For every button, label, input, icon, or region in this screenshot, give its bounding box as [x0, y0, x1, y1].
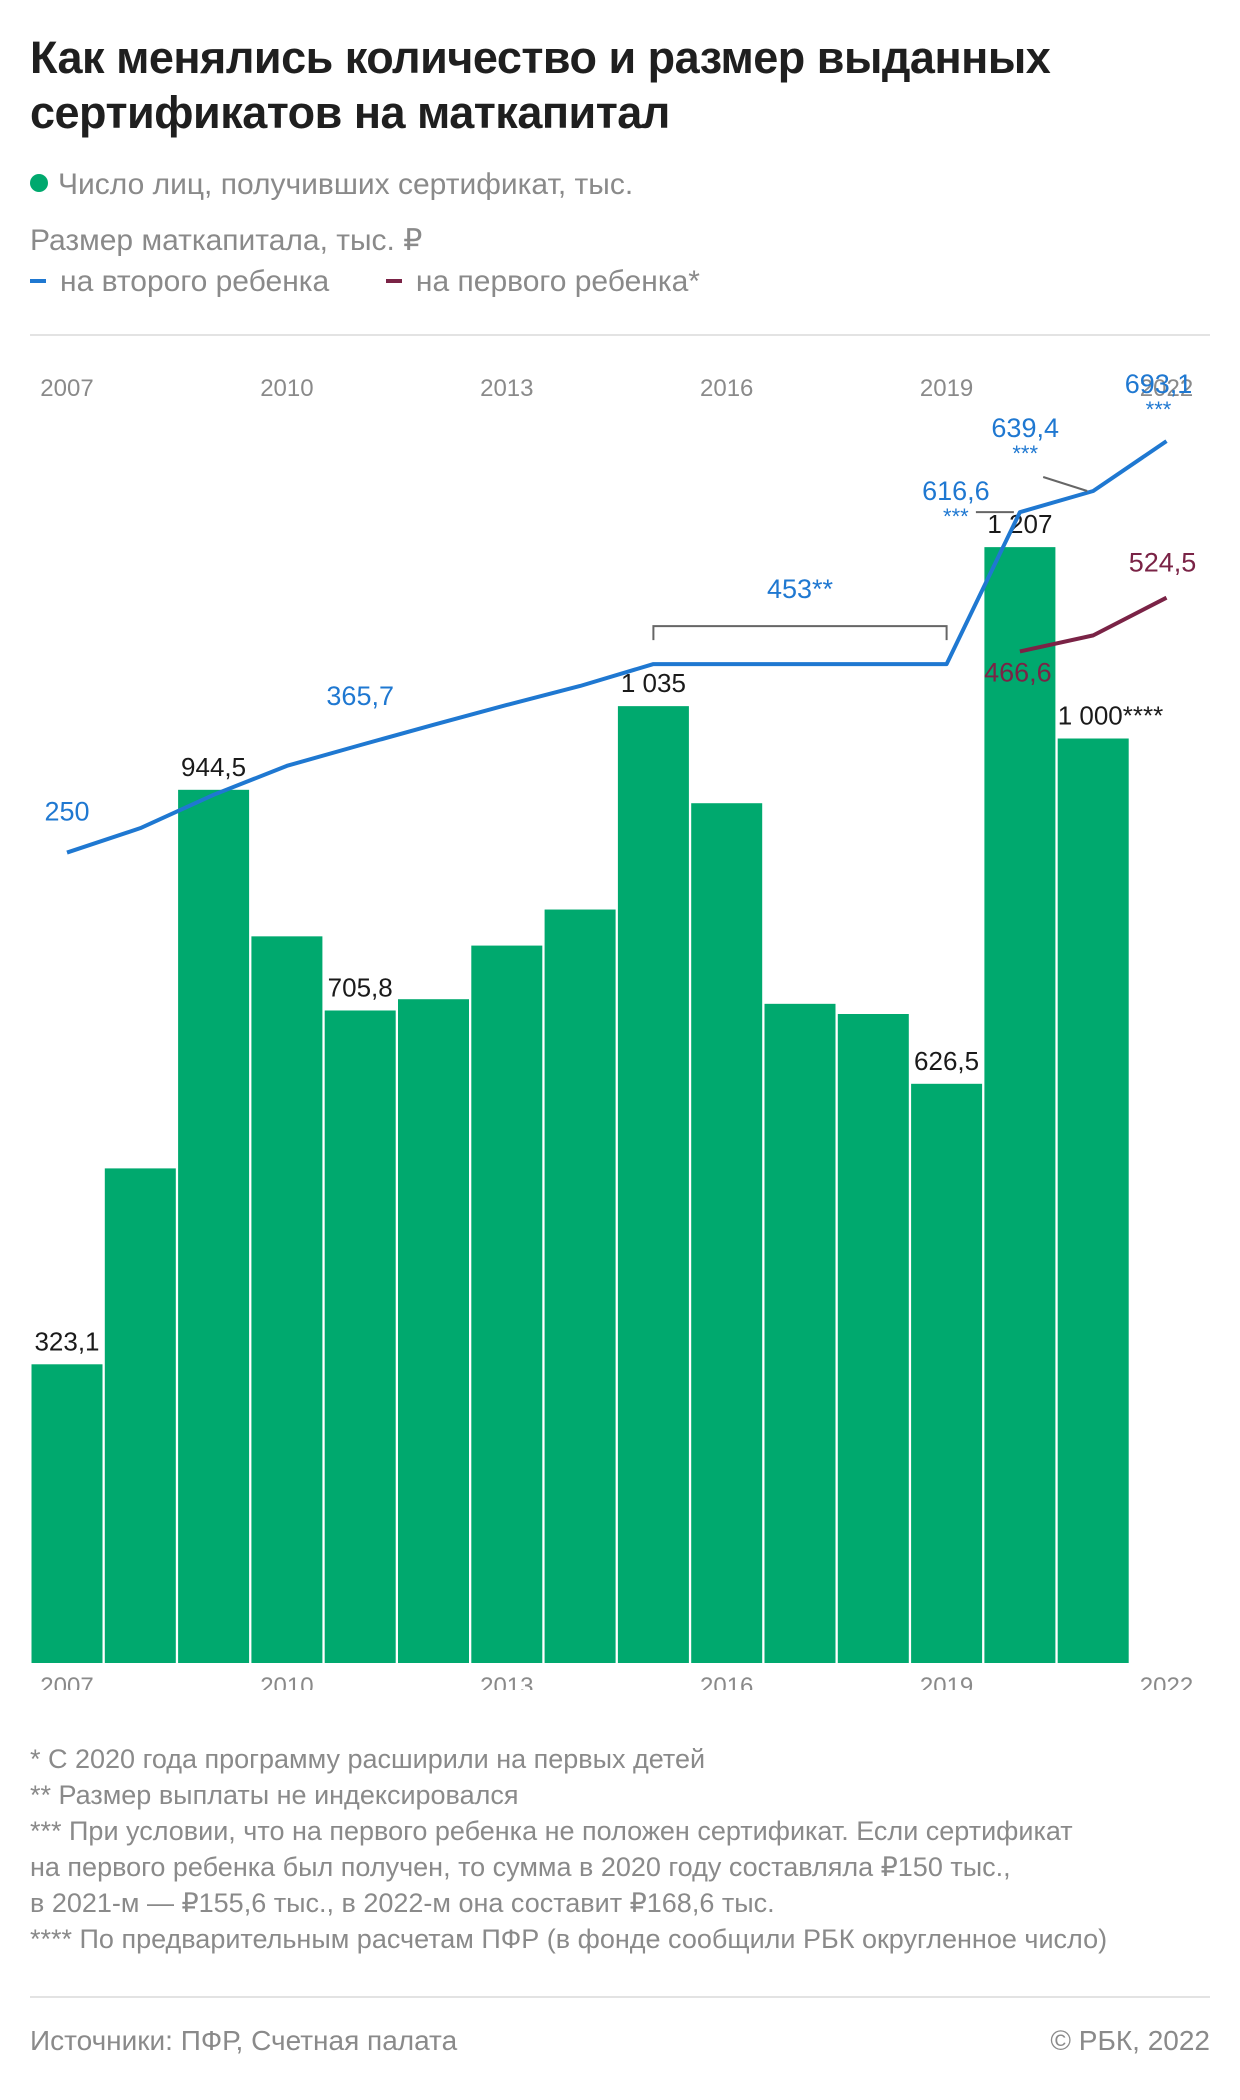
x-tick-label-top: 2022: [1140, 375, 1193, 402]
leader-line: [1042, 476, 1088, 492]
line-value-note: ***: [943, 504, 969, 529]
bar: [984, 547, 1056, 1664]
footnote: *** При условии, что на первого ребенка …: [30, 1816, 1073, 1846]
bar: [617, 706, 689, 1663]
line-value-label: 639,4: [991, 413, 1059, 443]
bar: [324, 1010, 396, 1663]
line-value-label: 466,6: [984, 657, 1052, 687]
legend-bars-label: Число лиц, получивших сертификат, тыс.: [58, 168, 634, 201]
copyright-text: © РБК, 2022: [1050, 2025, 1210, 2056]
line-first-child: [1019, 595, 1168, 654]
line-second-child: [66, 439, 1168, 855]
bar: [911, 1083, 983, 1663]
x-tick-label-bottom: 2019: [920, 1673, 973, 1690]
legend-bars-dot: [30, 174, 48, 192]
bar: [104, 1168, 176, 1663]
line-value-label: 250: [44, 797, 89, 827]
x-tick-label-top: 2013: [480, 375, 533, 402]
x-tick-label-bottom: 2007: [40, 1673, 93, 1690]
chart-area: 2007 2010 2013 2016 2019 2022 323,1 944,5 705,8…: [31, 369, 1196, 1690]
x-tick-label-top: 2019: [920, 375, 973, 402]
bar-value-label: 1 000****: [1058, 701, 1164, 731]
line-value-note: ***: [1012, 441, 1038, 466]
footnote: * С 2020 года программу расширили на пер…: [30, 1744, 706, 1774]
legend-second-child-label: на второго ребенка: [60, 265, 330, 298]
line-series: [66, 439, 1168, 855]
bar: [544, 909, 616, 1663]
bar-value-label: 626,5: [914, 1046, 979, 1076]
footnotes: * С 2020 года программу расширили на пер…: [30, 1741, 1210, 1957]
x-axis-top: 2007 2010 2013 2016 2019 2022: [40, 375, 1193, 402]
line-value-labels: 250365,7453**616,6***639,4***693,1***466…: [44, 369, 1196, 826]
x-tick-label-bottom: 2016: [700, 1673, 753, 1690]
flat-period-bracket: [652, 625, 948, 641]
line-value-note: ***: [1146, 397, 1172, 422]
bar: [31, 1364, 103, 1663]
bottom-divider: [30, 1996, 1210, 1998]
bar: [691, 803, 763, 1663]
bar: [471, 945, 543, 1663]
legend-second-child-swatch: [30, 279, 46, 283]
bar: [837, 1014, 909, 1663]
x-tick-label-top: 2016: [700, 375, 753, 402]
x-tick-label-bottom: 2010: [260, 1673, 313, 1690]
x-tick-label-top: 2010: [260, 375, 313, 402]
bar-value-label: 1 035: [621, 668, 686, 698]
footnote: ** Размер выплаты не индексировался: [30, 1780, 519, 1810]
x-tick-label-top: 2007: [40, 375, 93, 402]
legend-first-child-swatch: [385, 279, 402, 283]
legend-first-child-label: на первого ребенка*: [415, 265, 700, 298]
x-axis-bottom: 2007 2010 2013 2016 2019 2022: [40, 1673, 1193, 1690]
bar-value-label: 705,8: [328, 972, 393, 1002]
bar: [251, 936, 323, 1663]
footnote: на первого ребенка был получен, то сумма…: [30, 1852, 1011, 1882]
footnote: в 2021-м — ₽155,6 тыс., в 2022-м она сос…: [30, 1888, 775, 1918]
top-divider: [30, 334, 1210, 336]
bar: [178, 789, 250, 1663]
chart-title: Как менялись количество и размер выданны…: [30, 32, 1051, 138]
line-value-label: 524,5: [1129, 548, 1197, 578]
source-text: Источники: ПФР, Счетная палата: [30, 2025, 458, 2056]
bar: [764, 1003, 836, 1663]
bars-series: [31, 547, 1129, 1664]
bar: [398, 999, 469, 1663]
legend-bars: Число лиц, получивших сертификат, тыс.: [30, 168, 633, 202]
bar-value-label: 323,1: [34, 1326, 99, 1356]
legend-lines: на второго ребенка на первого ребенка*: [30, 265, 700, 299]
x-tick-label-bottom: 2022: [1140, 1673, 1193, 1690]
legend-lines-subtitle: Размер маткапитала, тыс. ₽: [30, 224, 423, 257]
line-value-label: 365,7: [326, 681, 394, 711]
bar: [1057, 738, 1129, 1663]
x-tick-label-bottom: 2013: [480, 1673, 533, 1690]
line-value-label: 453**: [767, 574, 834, 604]
line-value-label: 693,1: [1125, 369, 1193, 399]
line-value-label: 616,6: [922, 476, 990, 506]
footnote: **** По предварительным расчетам ПФР (в …: [30, 1924, 1108, 1954]
bar-value-label: 944,5: [181, 752, 246, 782]
